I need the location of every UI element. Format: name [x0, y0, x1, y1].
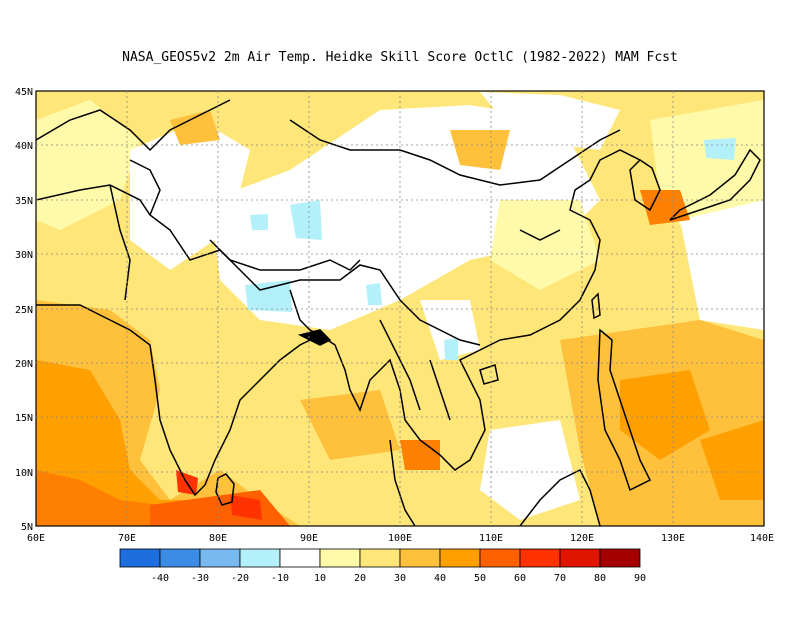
- colorbar-swatch: [239, 548, 281, 568]
- colorbar-label: -10: [271, 573, 289, 584]
- lat-label: 5N: [21, 522, 33, 533]
- colorbar: -40 -30 -20 -10 10 20 30 40 50 60 70 80 90: [119, 548, 646, 584]
- lon-label: 70E: [118, 533, 136, 544]
- colorbar-label: 90: [634, 573, 646, 584]
- colorbar-label: 20: [354, 573, 366, 584]
- colorbar-label: 80: [594, 573, 606, 584]
- colorbar-swatch: [279, 548, 321, 568]
- coastlines-borders: [36, 99, 761, 526]
- lon-label: 130E: [661, 533, 685, 544]
- colorbar-label: 60: [514, 573, 526, 584]
- colorbar-swatch: [479, 548, 521, 568]
- colorbar-label: 30: [394, 573, 406, 584]
- lon-label: 110E: [479, 533, 503, 544]
- colorbar-label: 10: [314, 573, 326, 584]
- lat-label: 35N: [15, 196, 33, 207]
- colorbar-label: -30: [191, 573, 209, 584]
- lat-label: 40N: [15, 141, 33, 152]
- lon-label: 90E: [300, 533, 318, 544]
- longitude-labels: 60E 70E 80E 90E 100E 110E 120E 130E 140E: [27, 533, 774, 544]
- colorbar-label: 50: [474, 573, 486, 584]
- lat-label: 10N: [15, 468, 33, 479]
- colorbar-swatch: [159, 548, 201, 568]
- colorbar-swatch: [399, 548, 441, 568]
- lat-label: 20N: [15, 359, 33, 370]
- colorbar-swatch: [599, 548, 641, 568]
- colorbar-swatch: [119, 548, 161, 568]
- lat-label: 25N: [15, 305, 33, 316]
- map-title: NASA_GEOS5v2 2m Air Temp. Heidke Skill S…: [122, 50, 678, 65]
- colorbar-swatch: [199, 548, 241, 568]
- lat-label: 30N: [15, 250, 33, 261]
- colorbar-swatch: [439, 548, 481, 568]
- colorbar-swatch: [319, 548, 361, 568]
- gridlines: [36, 91, 764, 526]
- lon-label: 140E: [750, 533, 774, 544]
- latitude-labels: 45N 40N 35N 30N 25N 20N 15N 10N 5N: [15, 87, 33, 533]
- lat-label: 45N: [15, 87, 33, 98]
- lon-label: 60E: [27, 533, 45, 544]
- colorbar-label: -20: [231, 573, 249, 584]
- skill-score-field: [36, 91, 764, 526]
- colorbar-label: -40: [151, 573, 169, 584]
- lat-label: 15N: [15, 413, 33, 424]
- lon-label: 100E: [388, 533, 412, 544]
- colorbar-swatch: [359, 548, 401, 568]
- lon-label: 120E: [570, 533, 594, 544]
- colorbar-label: 40: [434, 573, 446, 584]
- lon-label: 80E: [209, 533, 227, 544]
- colorbar-swatch: [559, 548, 601, 568]
- colorbar-label: 70: [554, 573, 566, 584]
- colorbar-swatch: [519, 548, 561, 568]
